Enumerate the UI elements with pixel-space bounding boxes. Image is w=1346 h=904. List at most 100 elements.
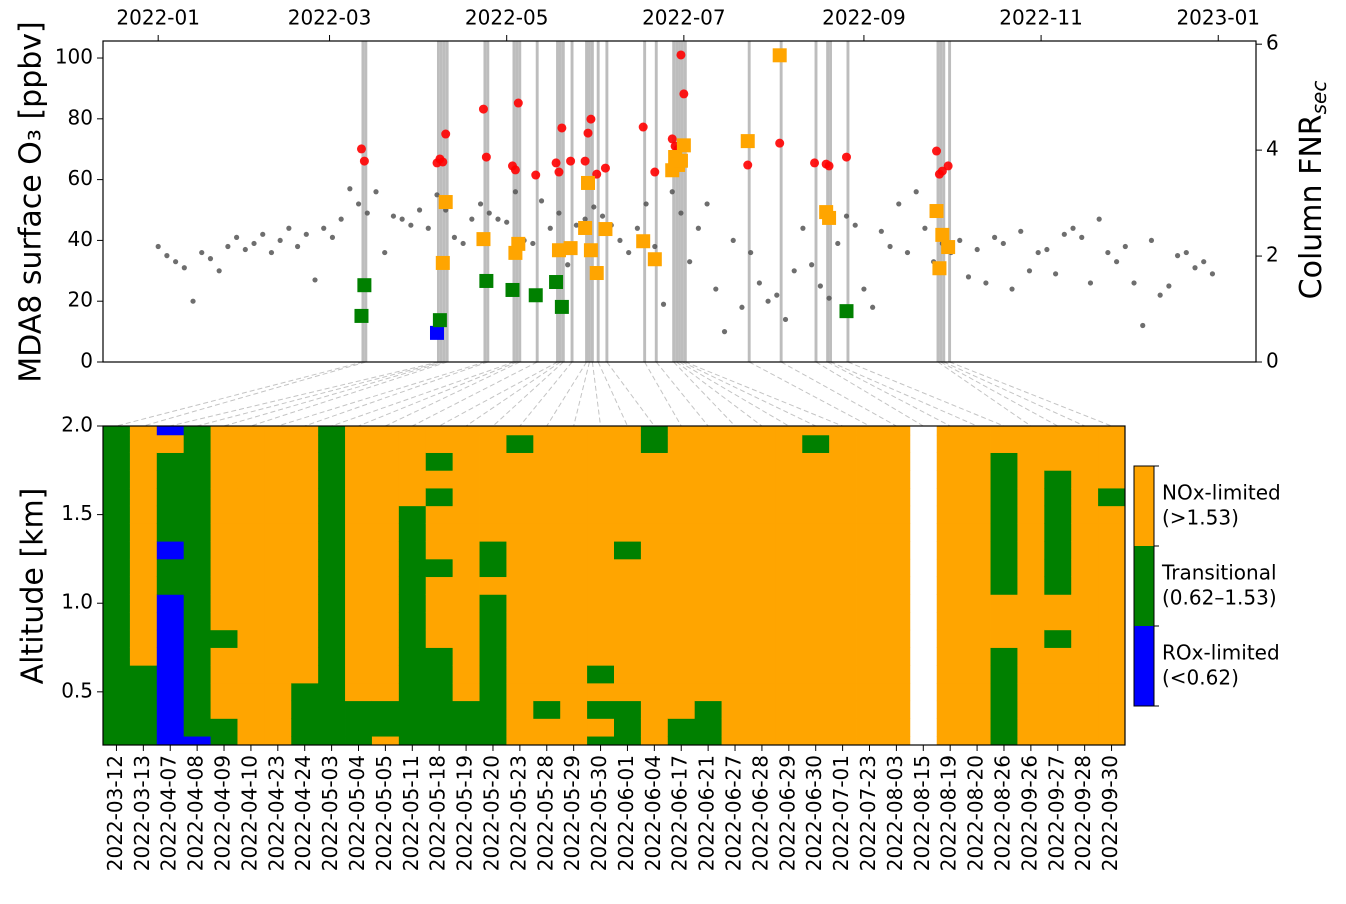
regime-cell	[345, 558, 373, 578]
regime-cell	[775, 488, 803, 507]
regime-cell	[425, 612, 454, 631]
regime-cell	[721, 700, 749, 719]
regime-cell	[802, 541, 830, 560]
regime-cell	[936, 682, 965, 702]
regime-cell	[936, 488, 965, 507]
regime-cell	[990, 541, 1018, 560]
regime-cell	[990, 736, 1018, 746]
daily-o3-dot	[652, 243, 658, 250]
regime-cell	[694, 452, 722, 471]
regime-cell	[183, 700, 211, 719]
regime-cell	[1017, 434, 1045, 453]
fnr-square	[476, 232, 491, 247]
regime-cell	[425, 523, 454, 542]
colorbar-label: ROx-limited	[1162, 641, 1280, 665]
regime-cell	[210, 488, 238, 507]
highlight-band	[683, 41, 687, 362]
regime-cell	[210, 647, 238, 666]
connector	[780, 361, 897, 427]
x-tick-label: 2022-08-03	[883, 755, 907, 871]
fnr-square	[432, 313, 447, 328]
regime-cell	[1017, 523, 1045, 542]
regime-cell	[614, 558, 642, 578]
regime-cell	[479, 682, 507, 702]
regime-cell	[479, 426, 507, 436]
regime-cell	[802, 665, 830, 684]
regime-cell	[452, 426, 480, 436]
regime-cell	[721, 505, 749, 524]
daily-o3-dot	[556, 210, 562, 216]
regime-cell	[103, 523, 131, 542]
regime-cell	[990, 612, 1018, 631]
regime-cell	[694, 434, 722, 453]
regime-cell	[103, 470, 131, 489]
y2-tick-label: 2	[1266, 243, 1279, 267]
regime-cell	[452, 612, 480, 631]
selected-o3-dot	[600, 163, 610, 173]
selected-o3-dot	[359, 156, 369, 166]
daily-o3-dot	[721, 329, 728, 335]
regime-cell	[156, 612, 185, 631]
regime-cell	[587, 718, 615, 737]
regime-cell	[506, 426, 534, 436]
regime-cell	[936, 505, 965, 524]
regime-cell	[694, 736, 722, 746]
regime-cell	[371, 426, 400, 436]
regime-cell	[452, 576, 480, 595]
y2-label-main: Column FNR	[1294, 114, 1329, 299]
regime-cell	[882, 558, 911, 578]
regime-cell	[560, 718, 588, 737]
regime-cell	[856, 718, 884, 737]
regime-cell	[533, 505, 561, 524]
regime-cell	[560, 665, 588, 684]
regime-cell	[560, 558, 588, 578]
regime-cell	[802, 594, 830, 613]
regime-cell	[345, 700, 373, 719]
regime-cell	[1017, 682, 1045, 702]
connector	[937, 361, 1032, 427]
regime-cell	[533, 541, 561, 560]
regime-cell	[398, 665, 427, 684]
x-tick-label: 2022-04-10	[237, 755, 261, 871]
fnr-square	[549, 275, 564, 290]
regime-cell	[775, 558, 803, 578]
daily-o3-dot	[730, 237, 736, 244]
regime-cell	[667, 682, 696, 702]
regime-cell	[318, 700, 346, 719]
connector	[676, 361, 763, 427]
daily-o3-dot	[347, 186, 353, 192]
highlight-band	[605, 41, 609, 362]
regime-cell	[452, 647, 480, 666]
regime-cell	[291, 434, 319, 453]
axes-frame	[102, 40, 1257, 363]
regime-cell	[156, 434, 185, 453]
regime-cell	[963, 718, 991, 737]
regime-cell	[775, 523, 803, 542]
regime-cell	[345, 576, 373, 595]
regime-cell	[748, 665, 776, 684]
regime-cell	[156, 718, 185, 737]
regime-cell	[856, 558, 884, 578]
regime-cell	[425, 718, 454, 737]
daily-o3-dot	[312, 277, 318, 283]
y-tick-label: 80	[68, 105, 93, 129]
regime-cell	[506, 665, 534, 684]
regime-cell	[533, 576, 561, 595]
daily-o3-dot	[225, 243, 231, 250]
regime-cell	[856, 541, 884, 560]
regime-cell	[237, 523, 265, 542]
daily-o3-dot	[591, 204, 597, 210]
x-tick-label: 2022-09	[822, 6, 906, 30]
regime-cell	[748, 629, 776, 648]
regime-cell	[506, 718, 534, 737]
regime-cell	[452, 736, 480, 746]
regime-cell	[748, 505, 776, 524]
regime-cell	[291, 452, 319, 471]
x-tick-label: 2022-07-01	[829, 755, 853, 871]
regime-cell	[882, 470, 911, 489]
fnr-square	[822, 210, 837, 225]
x-tick-label: 2022-09-26	[1017, 755, 1041, 871]
regime-cell	[398, 629, 427, 648]
selected-o3-dot	[513, 98, 523, 108]
connector	[748, 361, 870, 427]
